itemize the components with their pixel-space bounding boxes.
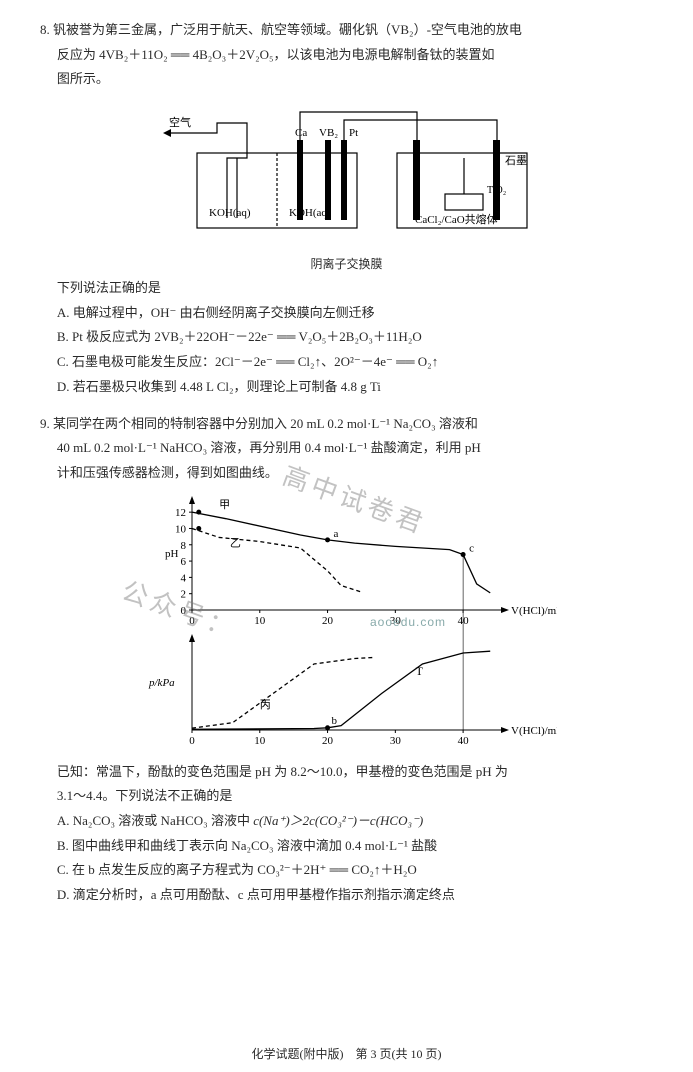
svg-text:石墨: 石墨	[505, 154, 527, 167]
electrolysis-diagram: 空气 Ca VB₂ Pt KOH(aq) KOH(aq) 石墨 TiO₂ CaCl₂/CaO共熔…	[157, 98, 537, 248]
svg-text:30: 30	[389, 735, 401, 747]
q8-opt-b: B. Pt 极反应式为 2VB₂＋22OH⁻－22e⁻ ══ V₂O₅＋2B₂O…	[40, 325, 653, 350]
question-8: 8. 钒被誉为第三金属，广泛用于航天、航空等领域。硼化钒（VB₂）-空气电池的放…	[40, 18, 653, 400]
svg-text:甲: 甲	[219, 499, 230, 511]
svg-text:VB₂: VB₂	[319, 127, 338, 139]
membrane-label: 阴离子交换膜	[40, 255, 653, 272]
q9-opt-a-pre: A. Na₂CO₃ 溶液或 NaHCO₃ 溶液中	[57, 813, 253, 828]
svg-text:V(HCl)/mL: V(HCl)/mL	[511, 725, 557, 737]
q9-opt-b: B. 图中曲线甲和曲线丁表示向 Na₂CO₃ 溶液中滴加 0.4 mol·L⁻¹…	[40, 834, 653, 859]
aooedu-watermark: aooedu.com	[370, 615, 446, 629]
q9-stem-line1: 9. 某同学在两个相同的特制容器中分别加入 20 mL 0.2 mol·L⁻¹ …	[40, 412, 653, 437]
titration-chart: 024681012010203040pHV(HCl)/mLac甲乙0102030…	[137, 492, 557, 752]
q9-number: 9.	[40, 416, 50, 431]
svg-text:10: 10	[254, 615, 265, 627]
svg-text:pH: pH	[165, 548, 179, 560]
svg-text:b: b	[331, 714, 337, 726]
svg-text:p/kPa: p/kPa	[148, 677, 175, 689]
svg-text:10: 10	[254, 735, 265, 747]
svg-text:丙: 丙	[259, 699, 270, 711]
svg-text:乙: 乙	[229, 536, 240, 549]
svg-text:8: 8	[180, 539, 186, 551]
svg-text:CaCl₂/CaO共熔体: CaCl₂/CaO共熔体	[415, 212, 498, 226]
q8-opt-d: D. 若石墨极只收集到 4.48 L Cl₂，则理论上可制备 4.8 g Ti	[40, 375, 653, 400]
q9-stem-line2: 40 mL 0.2 mol·L⁻¹ NaHCO₃ 溶液，再分别用 0.4 mol…	[40, 436, 653, 461]
svg-text:0: 0	[180, 605, 186, 617]
svg-text:KOH(aq): KOH(aq)	[209, 207, 251, 219]
q8-opt-c: C. 石墨电极可能发生反应：2Cl⁻－2e⁻ ══ Cl₂↑、2O²⁻－4e⁻ …	[40, 350, 653, 375]
q9-text-1: 某同学在两个相同的特制容器中分别加入 20 mL 0.2 mol·L⁻¹ Na₂…	[53, 416, 478, 431]
svg-text:0: 0	[189, 735, 195, 747]
svg-text:Ca: Ca	[295, 127, 307, 139]
q9-opt-a-mid: c(Na⁺)＞2c(CO₃²⁻)－c(HCO₃⁻)	[253, 813, 423, 828]
svg-text:V(HCl)/mL: V(HCl)/mL	[511, 605, 557, 617]
svg-text:6: 6	[180, 556, 186, 568]
svg-text:空气: 空气	[169, 115, 191, 129]
q8-stem-line1: 8. 钒被誉为第三金属，广泛用于航天、航空等领域。硼化钒（VB₂）-空气电池的放…	[40, 18, 653, 43]
svg-text:40: 40	[457, 735, 469, 747]
q9-opt-a: A. Na₂CO₃ 溶液或 NaHCO₃ 溶液中 c(Na⁺)＞2c(CO₃²⁻…	[40, 809, 653, 834]
svg-text:12: 12	[175, 507, 186, 519]
q8-diagram: 空气 Ca VB₂ Pt KOH(aq) KOH(aq) 石墨 TiO₂ CaCl₂/CaO共熔…	[40, 98, 653, 272]
q8-lead: 下列说法正确的是	[40, 276, 653, 301]
question-9: 9. 某同学在两个相同的特制容器中分别加入 20 mL 0.2 mol·L⁻¹ …	[40, 412, 653, 908]
svg-text:T: T	[415, 664, 423, 678]
q9-stem-line3: 计和压强传感器检测，得到如图曲线。	[40, 461, 653, 486]
q8-text-1: 钒被誉为第三金属，广泛用于航天、航空等领域。硼化钒（VB₂）-空气电池的放电	[53, 22, 522, 37]
q8-stem-line2: 反应为 4VB₂＋11O₂ ══ 4B₂O₃＋2V₂O₅，以该电池为电源电解制备…	[40, 43, 653, 68]
svg-text:2: 2	[180, 588, 186, 600]
svg-text:KOH(aq): KOH(aq)	[289, 207, 331, 219]
svg-text:10: 10	[175, 523, 187, 535]
q9-opt-c: C. 在 b 点发生反应的离子方程式为 CO₃²⁻＋2H⁺ ══ CO₂↑＋H₂…	[40, 858, 653, 883]
q9-chart: 024681012010203040pHV(HCl)/mLac甲乙0102030…	[40, 492, 653, 756]
svg-text:4: 4	[180, 572, 186, 584]
svg-text:TiO₂: TiO₂	[487, 185, 506, 196]
q8-number: 8.	[40, 22, 50, 37]
svg-text:20: 20	[322, 615, 334, 627]
svg-text:20: 20	[322, 735, 334, 747]
q9-opt-d: D. 滴定分析时，a 点可用酚酞、c 点可用甲基橙作指示剂指示滴定终点	[40, 883, 653, 908]
svg-text:c: c	[469, 542, 474, 554]
svg-text:0: 0	[189, 615, 195, 627]
page-footer: 化学试题(附中版) 第 3 页(共 10 页)	[0, 1045, 693, 1062]
svg-text:Pt: Pt	[349, 127, 358, 139]
q8-opt-a: A. 电解过程中，OH⁻ 由右侧经阴离子交换膜向左侧迁移	[40, 301, 653, 326]
q9-known-line1: 已知：常温下，酚酞的变色范围是 pH 为 8.2～10.0，甲基橙的变色范围是 …	[40, 760, 653, 785]
svg-text:a: a	[333, 527, 338, 539]
q8-stem-line3: 图所示。	[40, 67, 653, 92]
q9-known-line2: 3.1～4.4。下列说法不正确的是	[40, 784, 653, 809]
